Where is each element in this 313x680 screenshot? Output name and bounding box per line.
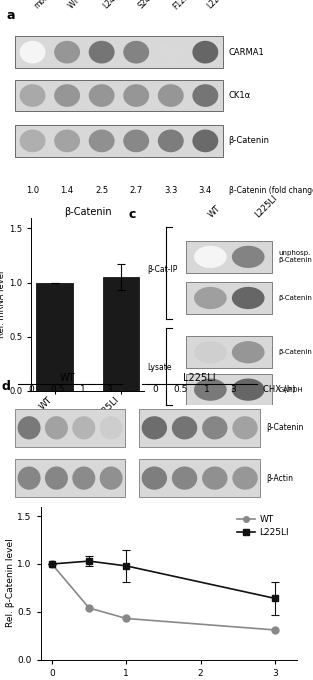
Ellipse shape — [192, 129, 218, 152]
Title: β-Catenin: β-Catenin — [64, 207, 111, 217]
Text: β-Actin: β-Actin — [266, 473, 293, 483]
Ellipse shape — [194, 245, 227, 268]
Text: mock: mock — [33, 0, 54, 11]
Bar — [15, 125, 223, 156]
Ellipse shape — [123, 129, 149, 152]
Ellipse shape — [202, 466, 228, 490]
Ellipse shape — [232, 341, 264, 363]
Bar — [186, 241, 272, 273]
Bar — [36, 283, 73, 391]
Text: d: d — [1, 379, 10, 392]
Text: a: a — [6, 9, 15, 22]
Ellipse shape — [158, 84, 184, 107]
Text: unphosp.
β-Catenin: unphosp. β-Catenin — [279, 250, 312, 263]
Text: β-Cat-IP: β-Cat-IP — [147, 265, 177, 275]
Ellipse shape — [232, 245, 264, 268]
Text: 3.4: 3.4 — [199, 186, 212, 194]
Ellipse shape — [194, 379, 227, 401]
Text: 3.3: 3.3 — [164, 186, 177, 194]
Ellipse shape — [54, 84, 80, 107]
Ellipse shape — [123, 41, 149, 63]
Ellipse shape — [20, 84, 45, 107]
Text: 2.5: 2.5 — [95, 186, 108, 194]
Bar — [15, 80, 223, 112]
Ellipse shape — [194, 287, 227, 309]
Text: β-Catenin: β-Catenin — [279, 350, 312, 355]
Ellipse shape — [89, 129, 115, 152]
Text: L225LI: L225LI — [183, 373, 216, 384]
Text: WT: WT — [207, 204, 222, 220]
Text: c: c — [128, 208, 136, 221]
Text: 3: 3 — [106, 386, 112, 394]
Ellipse shape — [20, 129, 45, 152]
Text: L225LI: L225LI — [205, 0, 229, 11]
Ellipse shape — [45, 416, 68, 439]
Ellipse shape — [172, 416, 197, 439]
Text: GAPDH: GAPDH — [279, 387, 303, 392]
Text: L225LI: L225LI — [254, 194, 279, 220]
Ellipse shape — [142, 466, 167, 490]
Ellipse shape — [172, 466, 197, 490]
Ellipse shape — [123, 84, 149, 107]
Ellipse shape — [194, 341, 227, 363]
Text: S243P: S243P — [136, 0, 159, 11]
Ellipse shape — [100, 466, 123, 490]
Text: 1: 1 — [204, 386, 210, 394]
Ellipse shape — [54, 41, 80, 63]
Legend: WT, L225LI: WT, L225LI — [233, 511, 293, 541]
Ellipse shape — [72, 416, 95, 439]
Text: CHX (h): CHX (h) — [263, 386, 295, 394]
Ellipse shape — [72, 466, 95, 490]
Text: β-Catenin: β-Catenin — [228, 137, 269, 146]
Text: 3: 3 — [230, 386, 236, 394]
Ellipse shape — [89, 84, 115, 107]
Ellipse shape — [158, 41, 184, 63]
Ellipse shape — [232, 287, 264, 309]
Bar — [15, 36, 223, 68]
Text: CK1α: CK1α — [228, 91, 251, 100]
Text: 1.0: 1.0 — [26, 186, 39, 194]
Text: WT: WT — [67, 0, 82, 11]
Y-axis label: Rel. β-Catenin level: Rel. β-Catenin level — [6, 539, 14, 628]
Ellipse shape — [202, 416, 228, 439]
Text: 0: 0 — [28, 386, 34, 394]
Ellipse shape — [192, 84, 218, 107]
Text: 1: 1 — [80, 386, 86, 394]
Ellipse shape — [232, 416, 258, 439]
Bar — [15, 409, 125, 447]
Bar — [186, 337, 272, 368]
Text: CARMA1: CARMA1 — [228, 48, 264, 56]
Text: 0: 0 — [152, 386, 158, 394]
Text: F123I/K208M: F123I/K208M — [171, 0, 212, 11]
Ellipse shape — [45, 466, 68, 490]
Bar — [15, 460, 125, 497]
Bar — [139, 409, 260, 447]
Y-axis label: Rel. mRNA level: Rel. mRNA level — [0, 271, 6, 338]
Ellipse shape — [158, 129, 184, 152]
Ellipse shape — [232, 466, 258, 490]
Ellipse shape — [20, 41, 45, 63]
Ellipse shape — [192, 41, 218, 63]
Bar — [103, 277, 139, 391]
Bar — [186, 282, 272, 314]
Bar — [186, 374, 272, 405]
Text: β-Catenin (fold change): β-Catenin (fold change) — [228, 186, 313, 194]
Ellipse shape — [18, 416, 41, 439]
Text: Lysate: Lysate — [147, 362, 172, 372]
Text: 0.5: 0.5 — [174, 386, 188, 394]
Ellipse shape — [232, 379, 264, 401]
Ellipse shape — [89, 41, 115, 63]
Text: β-Catenin: β-Catenin — [266, 424, 303, 432]
Ellipse shape — [18, 466, 41, 490]
Bar — [139, 460, 260, 497]
Text: 1.4: 1.4 — [60, 186, 74, 194]
Text: β-Catenin: β-Catenin — [279, 295, 312, 301]
Text: 0.5: 0.5 — [50, 386, 64, 394]
Text: L244P: L244P — [102, 0, 125, 11]
Ellipse shape — [54, 129, 80, 152]
Text: 2.7: 2.7 — [130, 186, 143, 194]
Text: WT: WT — [59, 373, 75, 384]
Ellipse shape — [100, 416, 123, 439]
Ellipse shape — [142, 416, 167, 439]
